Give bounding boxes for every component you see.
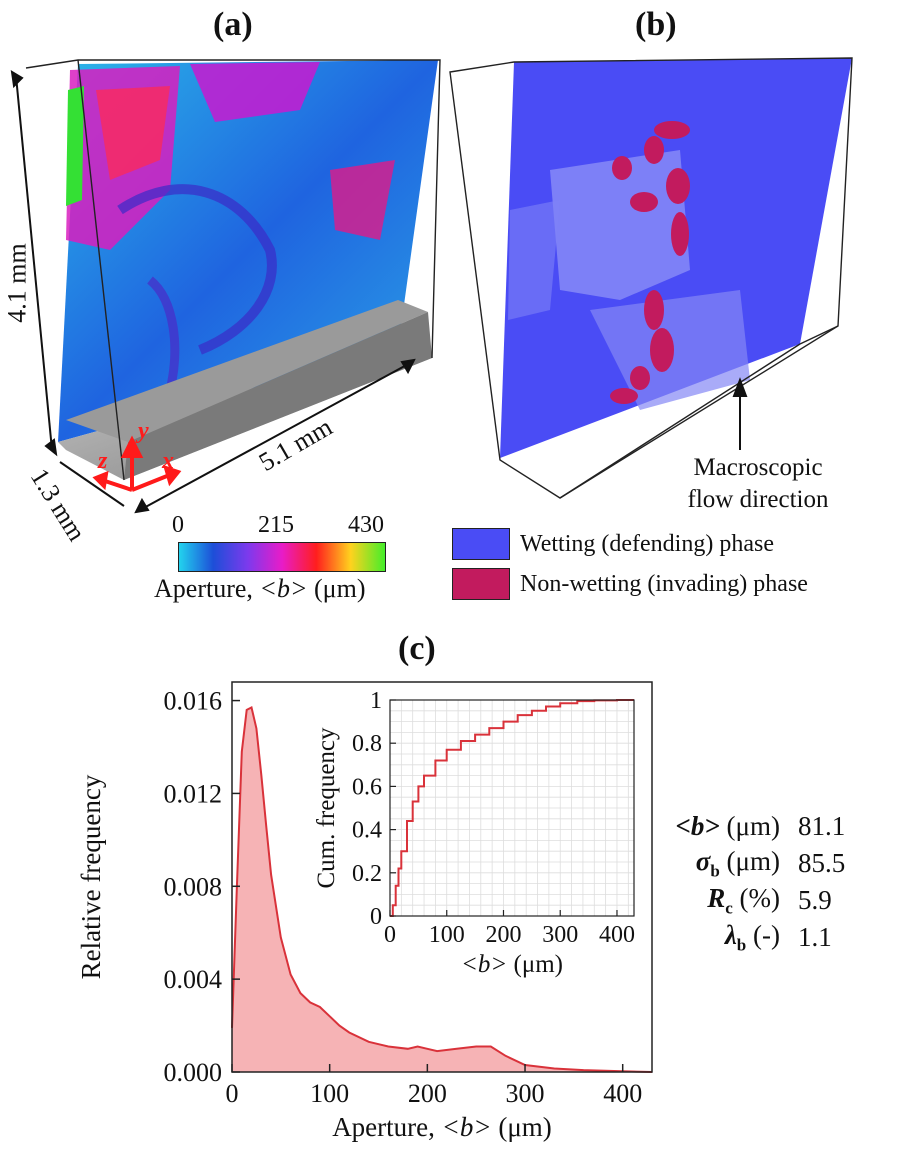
main-x-tick-label: 0	[226, 1079, 239, 1108]
stats-table: <b> (μm) 81.1 σb (μm) 85.5 Rc (%) 5.9 λb…	[652, 808, 846, 956]
bounding-box-b	[449, 57, 853, 499]
colorbar-label-var: <b>	[259, 574, 308, 603]
legend-item-wetting: Wetting (defending) phase	[452, 528, 808, 560]
flow-direction-arrow	[732, 377, 748, 450]
panel-label-c: (c)	[398, 630, 436, 667]
inset-x-tick-label: 0	[384, 922, 396, 948]
inset-y-tick-label: 0.4	[352, 818, 382, 844]
stat-value-lambda: 1.1	[798, 922, 832, 952]
inset-x-tick-label: 200	[485, 922, 521, 948]
bounding-box-a	[25, 59, 441, 481]
stat-row-mean: <b> (μm) 81.1	[652, 808, 846, 845]
inset-chart: 0 100 200 300 400 0 0.2 0.4 0.6 0.8 1 Cum. freque…	[313, 688, 635, 978]
flow-label: Macroscopic flow direction	[660, 452, 856, 516]
inset-x-tick-label: 100	[429, 922, 465, 948]
colorbar-tick-215: 215	[258, 512, 294, 538]
stat-row-lambda: λb (-) 1.1	[652, 919, 845, 956]
main-y-tick-label: 0.012	[164, 779, 223, 808]
main-y-tick-label: 0.000	[164, 1058, 223, 1087]
main-x-label-unit: (μm)	[492, 1112, 552, 1142]
main-y-ticks: 0.000 0.004 0.008 0.012 0.016	[164, 687, 240, 1087]
legend-swatch-nonwetting	[452, 568, 510, 600]
inset-y-tick-label: 1	[370, 688, 382, 714]
colorbar-label-prefix: Aperture,	[154, 574, 260, 603]
main-x-label-prefix: Aperture,	[332, 1112, 441, 1142]
inset-x-label: <b> (μm)	[461, 951, 563, 978]
axis-label-y: y	[138, 418, 149, 444]
main-x-tick-label: 300	[506, 1079, 545, 1108]
main-y-tick-label: 0.016	[164, 687, 223, 716]
main-x-tick-label: 200	[408, 1079, 447, 1108]
stat-symbol-rc: Rc (%)	[707, 882, 780, 918]
aperture-distribution-chart: 0 100 200 300 400 0.0000.0040.0080.0120.016 …	[76, 681, 653, 1142]
legend-label-wetting: Wetting (defending) phase	[520, 530, 774, 557]
relative-frequency-area	[232, 707, 652, 1072]
phase-legend: Wetting (defending) phase Non-wetting (i…	[452, 528, 808, 600]
stat-value-std: 85.5	[798, 848, 846, 878]
main-chart: 0 100 200 300 400 0.0000.0040.0080.0120.016 …	[76, 681, 653, 1142]
inset-x-label-unit: (μm)	[507, 951, 563, 978]
inset-x-tick-label: 400	[599, 922, 635, 948]
stat-symbol-mean: <b> (μm)	[675, 811, 781, 841]
legend-item-nonwetting: Non-wetting (invading) phase	[452, 568, 808, 600]
panel-b-figure	[449, 57, 853, 499]
flow-label-line1: Macroscopic	[693, 454, 823, 481]
colorbar-label: Aperture, <b> (μm)	[154, 574, 365, 604]
inset-chart-frame	[389, 699, 635, 917]
inset-grid	[389, 699, 634, 917]
invading-phase-blobs	[610, 121, 690, 404]
inset-y-label: Cum. frequency	[313, 727, 340, 889]
main-y-tick-label: 0.004	[164, 965, 223, 994]
stat-value-mean: 81.1	[798, 811, 846, 841]
inset-x-label-var: <b>	[461, 951, 507, 978]
inset-y-tick-label: 0.6	[352, 774, 382, 800]
colorbar	[178, 542, 386, 572]
inset-x-tick-label: 300	[542, 922, 578, 948]
stat-row-std: σb (μm) 85.5	[652, 845, 846, 882]
main-x-tick-label: 400	[603, 1079, 642, 1108]
dimension-arrows-a	[10, 70, 416, 514]
panel-label-a: (a)	[213, 6, 253, 43]
inset-y-tick-label: 0.2	[352, 861, 382, 887]
main-x-label-var: <b>	[442, 1112, 492, 1142]
inset-y-tick-label: 0	[370, 904, 382, 930]
inset-y-tick-label: 0.8	[352, 731, 382, 757]
main-x-label: Aperture, <b> (μm)	[332, 1112, 552, 1142]
inset-y-ticks: 0 0.2 0.4 0.6 0.8 1	[352, 688, 396, 930]
axis-label-z: z	[98, 448, 108, 474]
stat-symbol-lambda: λb (-)	[724, 919, 780, 955]
legend-label-nonwetting: Non-wetting (invading) phase	[520, 570, 808, 597]
inset-x-ticks: 0 100 200 300 400	[384, 910, 635, 948]
main-y-label: Relative frequency	[76, 774, 106, 979]
legend-swatch-wetting	[452, 528, 510, 560]
axis-label-x: x	[162, 448, 174, 474]
colorbar-label-unit: (μm)	[307, 574, 366, 603]
colorbar-tick-430: 430	[348, 512, 384, 538]
flow-label-line2: flow direction	[687, 486, 829, 513]
relative-frequency-line	[231, 706, 653, 1073]
cumulative-frequency-line	[390, 699, 634, 917]
stat-symbol-std: σb (μm)	[695, 845, 780, 881]
fracture-surface-b	[500, 58, 852, 458]
coordinate-axes	[92, 435, 182, 492]
dim-label-height: 4.1 mm	[2, 243, 32, 323]
rock-slab-a	[58, 300, 432, 480]
main-y-tick-label: 0.008	[164, 872, 223, 901]
stat-row-rc: Rc (%) 5.9	[652, 882, 845, 919]
panel-a-figure	[10, 59, 441, 514]
main-chart-frame	[231, 681, 653, 1073]
colorbar-tick-0: 0	[172, 512, 184, 538]
panel-label-b: (b)	[635, 6, 677, 43]
main-x-tick-label: 100	[310, 1079, 349, 1108]
stat-value-rc: 5.9	[798, 885, 832, 915]
main-x-ticks: 0 100 200 300 400	[226, 1064, 642, 1108]
